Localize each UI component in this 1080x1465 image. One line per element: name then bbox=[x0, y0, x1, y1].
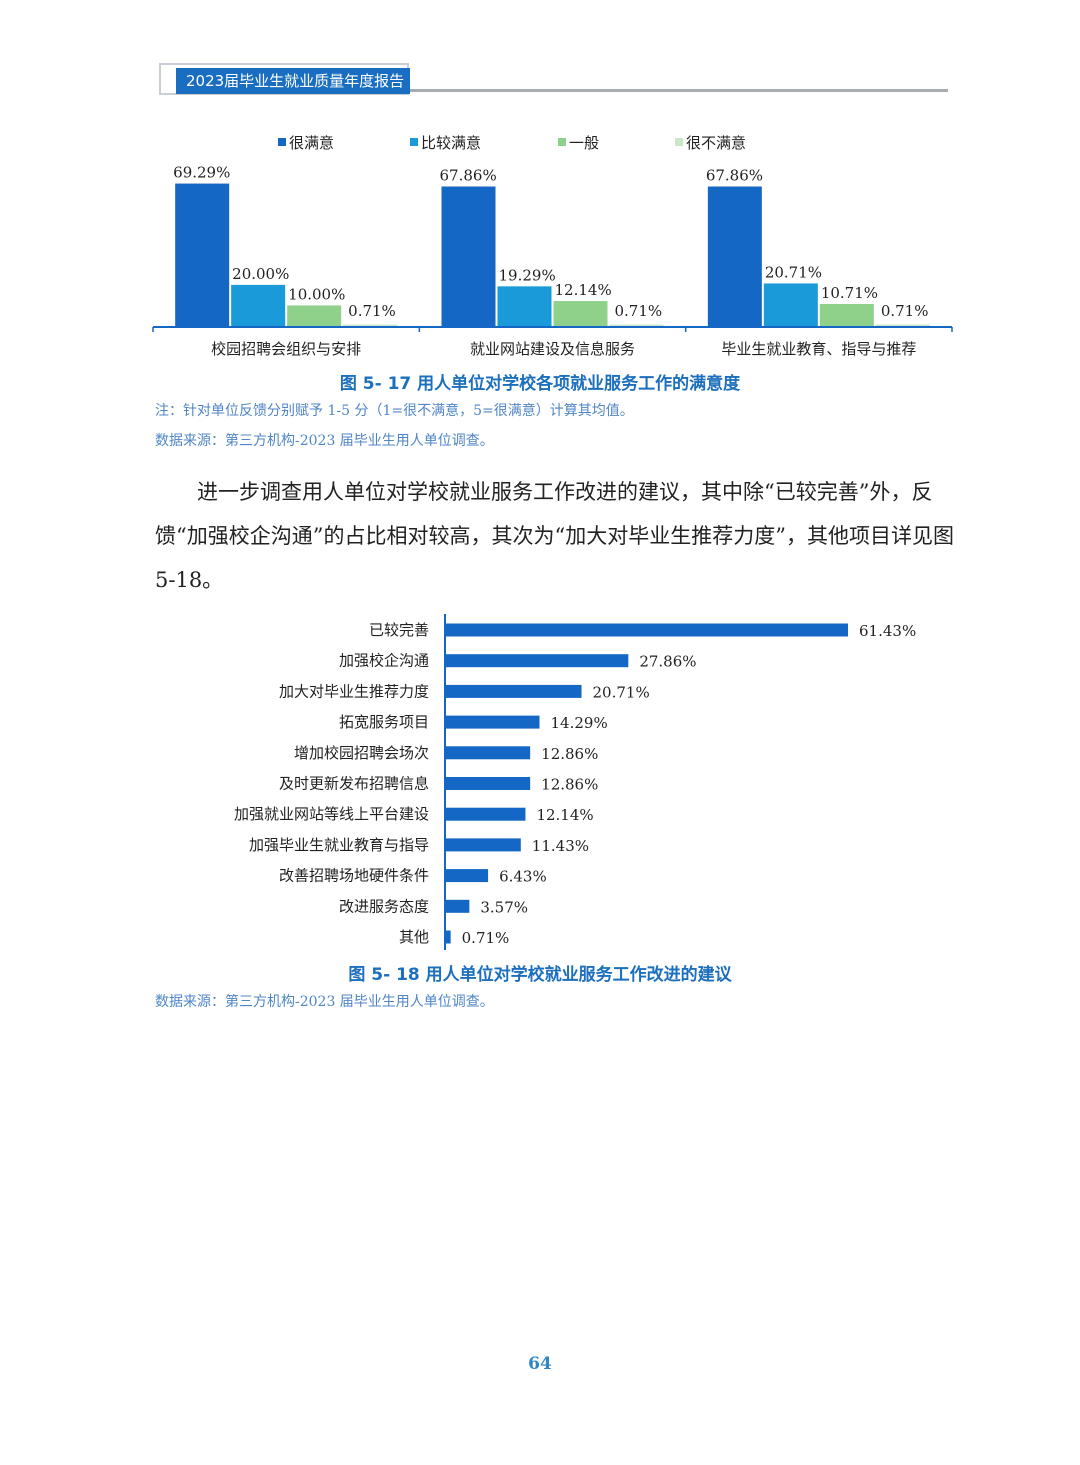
satisfaction-chart: 很满意 比较满意 一般 很不满意69.29%20.00%10.00%0.71%校园招聘… bbox=[152, 134, 953, 358]
hbar-label-6: 12.14% bbox=[536, 806, 593, 824]
hbar-label-3: 14.29% bbox=[551, 714, 608, 732]
legend-swatch-2 bbox=[558, 138, 566, 146]
hbar-1 bbox=[446, 654, 629, 668]
hbar-category-2: 加大对毕业生推荐力度 bbox=[279, 682, 429, 700]
hbar-label-7: 11.43% bbox=[532, 837, 589, 855]
bar-g1-s2 bbox=[553, 301, 608, 326]
hbar-label-1: 27.86% bbox=[639, 653, 696, 671]
figure17-note: 注：针对单位反馈分别赋予 1-5 分（1=很不满意，5=很满意）计算其均值。 bbox=[155, 403, 634, 419]
hbar-category-5: 及时更新发布招聘信息 bbox=[279, 775, 429, 793]
hbar-0 bbox=[446, 623, 848, 637]
header-rule bbox=[410, 89, 948, 92]
category-label-0: 校园招聘会组织与安排 bbox=[211, 340, 361, 358]
category-label-1: 就业网站建设及信息服务 bbox=[470, 340, 635, 358]
legend-label-2: 一般 bbox=[569, 134, 599, 152]
page-header: 2023届毕业生就业质量年度报告 bbox=[0, 0, 1080, 110]
hbar-label-0: 61.43% bbox=[859, 622, 916, 640]
bar-label-g1-s2: 12.14% bbox=[555, 281, 612, 299]
bar-label-g1-s0: 67.86% bbox=[440, 167, 497, 185]
hbar-2 bbox=[446, 684, 582, 698]
bar-label-g2-s3: 0.71% bbox=[881, 302, 929, 320]
hbar-category-4: 增加校园招聘会场次 bbox=[294, 744, 429, 762]
bar-g0-s0 bbox=[175, 183, 230, 326]
bar-label-g1-s3: 0.71% bbox=[615, 302, 663, 320]
hbar-10 bbox=[446, 930, 451, 944]
hbar-label-8: 6.43% bbox=[499, 868, 547, 886]
bar-g1-s1 bbox=[497, 286, 552, 326]
bar-g0-s3 bbox=[343, 324, 398, 326]
category-label-2: 毕业生就业教育、指导与推荐 bbox=[721, 340, 916, 358]
legend-swatch-0 bbox=[278, 138, 286, 146]
hbar-9 bbox=[446, 899, 470, 913]
bar-label-g0-s2: 10.00% bbox=[288, 285, 345, 303]
legend-label-1: 比较满意 bbox=[421, 134, 481, 152]
hbar-7 bbox=[446, 838, 521, 852]
bar-g2-s1 bbox=[763, 283, 818, 326]
bar-label-g2-s0: 67.86% bbox=[706, 167, 763, 185]
hbar-category-7: 加强毕业生就业教育与指导 bbox=[249, 836, 429, 854]
hbar-category-10: 其他 bbox=[399, 928, 429, 946]
figure17-source: 数据来源：第三方机构-2023 届毕业生用人单位调查。 bbox=[155, 433, 494, 449]
hbar-category-8: 改善招聘场地硬件条件 bbox=[279, 867, 429, 885]
body-paragraph: 进一步调查用人单位对学校就业服务工作改进的建议，其中除“已较完善”外，反馈“加强… bbox=[155, 470, 955, 602]
hbar-label-2: 20.71% bbox=[593, 683, 650, 701]
hbar-6 bbox=[446, 807, 526, 821]
improvement-chart: 已较完善 61.43% 加强校企沟通 27.86% 加大对毕业生推荐力度 20.71% 拓宽… bbox=[234, 614, 916, 950]
bar-label-g0-s1: 20.00% bbox=[232, 265, 289, 283]
paragraph-text: 进一步调查用人单位对学校就业服务工作改进的建议，其中除“已较完善”外，反馈“加强… bbox=[155, 480, 954, 592]
hbar-category-6: 加强就业网站等线上平台建设 bbox=[234, 805, 429, 823]
bar-label-g2-s2: 10.71% bbox=[821, 284, 878, 302]
hbar-category-9: 改进服务态度 bbox=[339, 897, 429, 915]
bar-label-g1-s1: 19.29% bbox=[499, 266, 556, 284]
legend-label-0: 很满意 bbox=[289, 134, 334, 152]
header-title: 2023届毕业生就业质量年度报告 bbox=[186, 72, 405, 90]
bar-g2-s3 bbox=[875, 324, 930, 326]
page-number: 64 bbox=[528, 1354, 552, 1374]
hbar-label-10: 0.71% bbox=[462, 929, 510, 947]
bar-g0-s1 bbox=[231, 284, 286, 326]
hbar-category-1: 加强校企沟通 bbox=[339, 652, 429, 670]
hbar-5 bbox=[446, 777, 531, 790]
hbar-label-5: 12.86% bbox=[541, 776, 598, 794]
bar-g0-s2 bbox=[287, 305, 342, 326]
bar-label-g2-s1: 20.71% bbox=[765, 263, 822, 281]
figure18-caption: 图 5- 18 用人单位对学校就业服务工作改进的建议 bbox=[348, 965, 732, 985]
figure17-caption: 图 5- 17 用人单位对学校各项就业服务工作的满意度 bbox=[339, 374, 741, 394]
header-bar bbox=[176, 68, 410, 94]
bar-label-g0-s3: 0.71% bbox=[348, 302, 396, 320]
bar-g1-s0 bbox=[441, 186, 496, 326]
bar-g2-s0 bbox=[707, 186, 762, 326]
hbar-label-4: 12.86% bbox=[541, 745, 598, 763]
legend-label-3: 很不满意 bbox=[686, 134, 746, 152]
hbar-3 bbox=[446, 715, 540, 729]
hbar-label-9: 3.57% bbox=[480, 898, 528, 916]
hbar-category-0: 已较完善 bbox=[369, 621, 429, 639]
bar-g2-s2 bbox=[819, 303, 874, 326]
legend-swatch-1 bbox=[410, 138, 418, 146]
hbar-4 bbox=[446, 746, 531, 760]
bar-label-g0-s0: 69.29% bbox=[173, 164, 230, 182]
bar-g1-s3 bbox=[609, 324, 664, 326]
hbar-category-3: 拓宽服务项目 bbox=[339, 713, 429, 731]
hbar-8 bbox=[446, 869, 489, 883]
legend-swatch-3 bbox=[675, 138, 683, 146]
figure18-source: 数据来源：第三方机构-2023 届毕业生用人单位调查。 bbox=[155, 994, 494, 1010]
